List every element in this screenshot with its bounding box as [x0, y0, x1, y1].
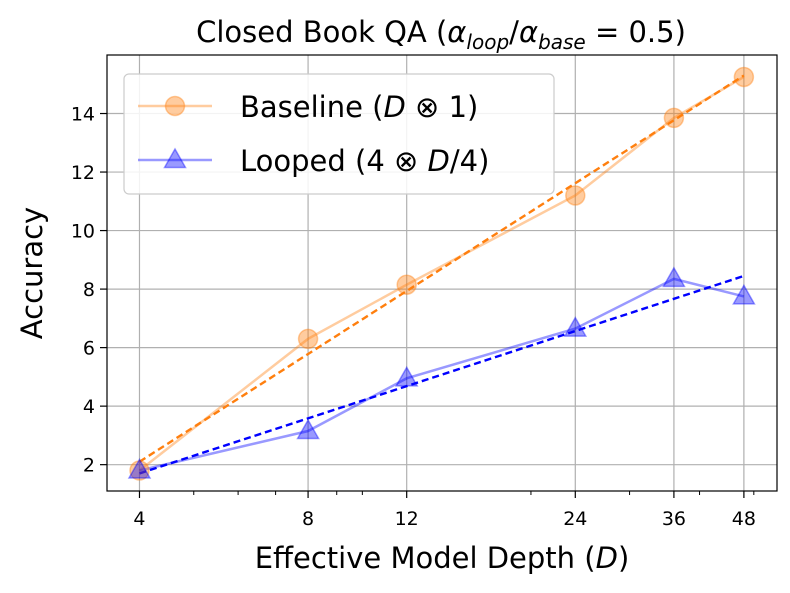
trend-line-1 [139, 274, 745, 475]
y-tick-label: 4 [83, 396, 95, 418]
legend: Baseline (D ⊗ 1) Looped (4 ⊗ D/4) [123, 73, 555, 195]
series-line-0 [138, 75, 745, 472]
data-point-circle [129, 460, 150, 481]
chart-title: Closed Book QA (αloop/αbase = 0.5) [196, 15, 686, 54]
y-tick-label: 2 [83, 455, 95, 477]
data-point-circle [297, 328, 319, 350]
x-axis-label: Effective Model Depth (D) [255, 541, 630, 575]
data-point-circle [733, 66, 755, 88]
trend-lines [138, 74, 745, 475]
x-tick-label: 48 [732, 508, 756, 530]
legend-label-looped: Looped (4 ⊗ D/4) [240, 144, 489, 178]
y-tick-label: 6 [83, 338, 95, 360]
data-point-circle [565, 185, 586, 206]
data-point-circle [663, 107, 685, 129]
legend-box [123, 73, 555, 195]
x-tick-label: 36 [662, 508, 686, 530]
data-point-triangle [127, 457, 152, 479]
y-tick-label: 10 [71, 221, 95, 243]
trend-line-0 [138, 74, 745, 463]
legend-label-baseline: Baseline (D ⊗ 1) [240, 90, 478, 124]
y-tick-label: 14 [71, 104, 95, 126]
y-tick-label: 8 [83, 279, 95, 301]
x-axis-ticks: 4 8 12 24 36 48 [133, 491, 756, 530]
x-tick-label: 12 [395, 508, 419, 530]
data-point-triangle [296, 418, 320, 440]
plot-frame [106, 54, 778, 492]
legend-item-baseline: Baseline (D ⊗ 1) [138, 90, 478, 124]
data-point-triangle [563, 316, 588, 337]
data-point-triangle [732, 283, 756, 305]
legend-item-looped: Looped (4 ⊗ D/4) [138, 144, 489, 178]
y-axis-label: Accuracy [15, 207, 49, 339]
data-point-triangle [662, 266, 686, 288]
x-tick-label: 4 [133, 508, 145, 530]
y-axis-ticks: 2 4 6 8 10 12 14 [71, 104, 107, 477]
series-lines [138, 75, 745, 472]
legend-marker-baseline [164, 95, 186, 117]
legend-marker-looped [163, 147, 187, 169]
y-tick-label: 12 [71, 162, 95, 184]
data-point-triangle [394, 365, 419, 387]
data-point-circle [396, 274, 417, 295]
series-markers [127, 66, 756, 481]
x-tick-label: 24 [563, 508, 587, 530]
x-tick-label: 8 [302, 508, 314, 530]
series-line-1 [139, 277, 745, 472]
